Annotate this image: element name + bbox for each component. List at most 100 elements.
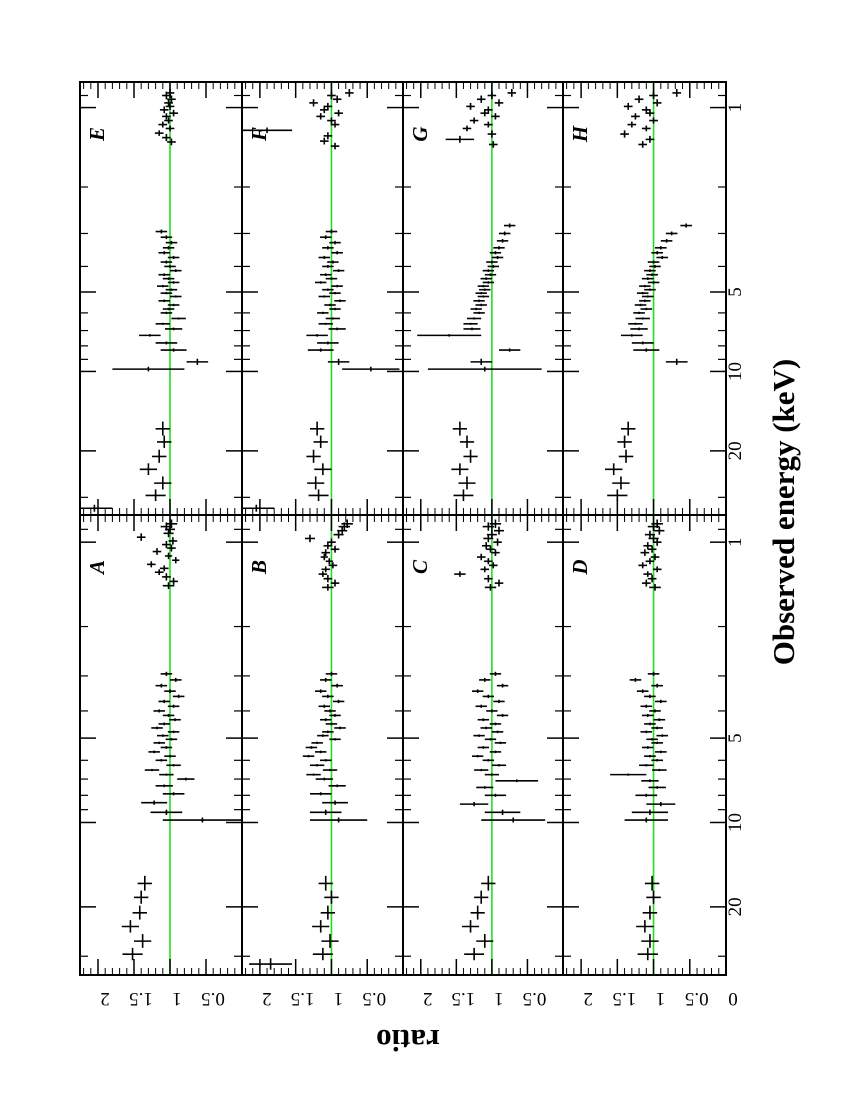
data-point bbox=[327, 117, 336, 124]
data-point bbox=[646, 801, 676, 807]
data-point bbox=[489, 750, 502, 754]
data-point bbox=[159, 565, 169, 572]
panel-label-a: A bbox=[85, 560, 109, 576]
data-point bbox=[160, 260, 173, 264]
data-point bbox=[309, 817, 368, 823]
data-point bbox=[644, 875, 660, 891]
data-point bbox=[152, 449, 167, 463]
data-point bbox=[163, 529, 174, 538]
data-point bbox=[325, 558, 333, 565]
data-point bbox=[331, 683, 343, 688]
data-point bbox=[652, 538, 662, 546]
data-point bbox=[649, 117, 658, 124]
data-point bbox=[499, 348, 521, 352]
data-point bbox=[642, 905, 658, 920]
data-point bbox=[641, 713, 654, 717]
data-point bbox=[160, 348, 187, 352]
data-point bbox=[476, 934, 494, 948]
data-point bbox=[318, 295, 331, 298]
data-series bbox=[121, 519, 242, 961]
data-point bbox=[164, 525, 176, 534]
data-point bbox=[656, 734, 669, 737]
data-point bbox=[650, 553, 660, 561]
data-point bbox=[476, 553, 486, 561]
data-point bbox=[312, 947, 333, 961]
data-point bbox=[672, 88, 682, 97]
data-point bbox=[491, 549, 500, 556]
data-point bbox=[309, 421, 325, 436]
data-point bbox=[640, 730, 653, 734]
data-point bbox=[469, 117, 479, 124]
panel-label-h: H bbox=[568, 125, 592, 143]
data-point bbox=[331, 251, 343, 255]
data-point bbox=[319, 677, 332, 682]
data-point bbox=[167, 704, 180, 708]
data-series bbox=[417, 88, 542, 502]
data-point bbox=[154, 476, 172, 490]
data-point bbox=[167, 730, 180, 734]
data-point bbox=[480, 566, 490, 573]
data-point bbox=[486, 709, 498, 713]
data-point bbox=[319, 718, 332, 722]
data-point bbox=[655, 750, 667, 754]
data-point bbox=[489, 519, 502, 528]
data-point bbox=[186, 358, 209, 365]
data-point bbox=[318, 322, 333, 325]
data-point bbox=[655, 699, 667, 704]
data-point bbox=[162, 817, 242, 823]
data-point bbox=[330, 545, 340, 553]
data-point bbox=[169, 109, 178, 117]
data-point bbox=[480, 277, 492, 280]
data-point bbox=[242, 127, 293, 134]
data-point bbox=[328, 562, 338, 569]
data-point bbox=[172, 557, 180, 564]
data-point bbox=[322, 800, 348, 805]
data-point bbox=[680, 223, 692, 228]
data-point bbox=[334, 109, 343, 117]
data-point bbox=[647, 260, 660, 264]
data-point bbox=[112, 366, 185, 372]
data-point bbox=[489, 141, 498, 148]
panel-g: G bbox=[402, 81, 564, 516]
data-point bbox=[306, 773, 321, 776]
data-point bbox=[169, 577, 178, 585]
data-point bbox=[306, 449, 321, 463]
data-point bbox=[321, 934, 339, 948]
data-point bbox=[160, 746, 173, 749]
data-point bbox=[633, 311, 645, 315]
data-point bbox=[334, 299, 346, 303]
y-tick-label: 2 bbox=[423, 988, 433, 1009]
data-point bbox=[302, 754, 315, 758]
data-point bbox=[451, 463, 469, 476]
panel-frame bbox=[562, 81, 727, 516]
data-point bbox=[641, 579, 651, 587]
data-point bbox=[316, 113, 326, 120]
data-point bbox=[453, 489, 474, 502]
data-point bbox=[499, 231, 511, 236]
data-point bbox=[307, 476, 325, 490]
data-point bbox=[319, 273, 332, 277]
data-point bbox=[477, 295, 490, 298]
data-point bbox=[155, 229, 168, 234]
data-point bbox=[481, 875, 496, 891]
data-point bbox=[417, 334, 482, 337]
data-series bbox=[605, 88, 692, 502]
data-point bbox=[168, 537, 178, 545]
panel-label-g: G bbox=[408, 126, 432, 141]
data-point bbox=[322, 246, 334, 250]
data-point bbox=[122, 947, 143, 961]
data-point bbox=[333, 530, 344, 539]
y-tick-label: 0.5 bbox=[201, 988, 225, 1009]
panel-f: F bbox=[241, 81, 404, 516]
data-point bbox=[636, 689, 649, 693]
data-point bbox=[482, 694, 495, 699]
y-tick-label: 0 bbox=[728, 988, 738, 1009]
data-point bbox=[136, 533, 146, 541]
data-point bbox=[162, 540, 171, 549]
data-point bbox=[458, 476, 476, 490]
data-point bbox=[329, 292, 341, 295]
data-point bbox=[167, 544, 176, 552]
data-point bbox=[655, 246, 667, 250]
data-point bbox=[325, 317, 341, 320]
